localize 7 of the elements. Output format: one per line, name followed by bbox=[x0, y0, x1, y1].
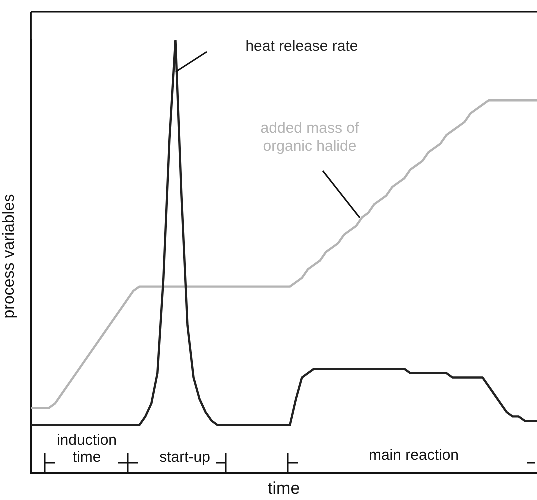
annotation: start-up bbox=[158, 449, 212, 466]
annotation: main reaction bbox=[368, 447, 460, 464]
text: added mass of organic halide bbox=[260, 120, 360, 156]
annotation: induction time bbox=[56, 432, 118, 466]
text: heat release rate bbox=[244, 38, 360, 56]
x-axis-title: time bbox=[268, 479, 300, 498]
y-axis-title: process variables bbox=[1, 194, 18, 319]
